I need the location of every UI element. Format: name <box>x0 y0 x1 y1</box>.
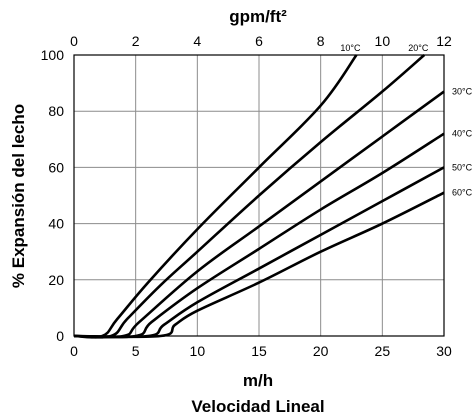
series-line <box>73 54 426 339</box>
x-bottom-tick-label: 25 <box>375 343 391 359</box>
series-line <box>73 54 358 339</box>
series-label: 10°C <box>340 43 361 53</box>
series-line <box>73 132 445 339</box>
series-label: 30°C <box>452 87 473 97</box>
x-top-tick-label: 10 <box>375 33 391 49</box>
y-tick-label: 40 <box>48 216 64 232</box>
plot-frame <box>73 54 445 337</box>
x-bottom-axis-title: m/h <box>243 371 273 390</box>
y-axis-title: % Expansión del lecho <box>9 104 28 288</box>
tick-labels: 0 5 10 15 20 25 30 0 2 4 6 8 10 12 0 20 40 60 80 100 <box>41 33 452 359</box>
x-bottom-axis-subtitle: Velocidad Lineal <box>191 397 324 416</box>
x-bottom-tick-label: 15 <box>251 343 267 359</box>
y-tick-label: 20 <box>48 272 64 288</box>
x-top-tick-label: 8 <box>317 33 325 49</box>
x-bottom-tick-label: 0 <box>70 343 78 359</box>
series-label: 40°C <box>452 129 473 139</box>
x-bottom-tick-label: 10 <box>190 343 206 359</box>
y-tick-label: 0 <box>56 328 64 344</box>
x-top-tick-label: 0 <box>70 33 78 49</box>
series-labels: 10°C 20°C 30°C 40°C 50°C 60°C <box>340 43 472 198</box>
x-top-tick-label: 2 <box>132 33 140 49</box>
x-bottom-tick-label: 5 <box>132 343 140 359</box>
x-bottom-tick-label: 20 <box>313 343 329 359</box>
x-top-tick-label: 6 <box>255 33 263 49</box>
x-bottom-tick-label: 30 <box>436 343 452 359</box>
series-label: 60°C <box>452 188 473 198</box>
series-label: 20°C <box>408 43 429 53</box>
y-tick-label: 100 <box>41 47 65 63</box>
x-top-tick-label: 4 <box>193 33 201 49</box>
x-top-tick-label: 12 <box>436 33 452 49</box>
series-line <box>73 90 445 339</box>
x-top-axis-title: gpm/ft² <box>229 7 287 26</box>
series-label: 50°C <box>452 162 473 172</box>
y-tick-label: 80 <box>48 103 64 119</box>
y-tick-label: 60 <box>48 159 64 175</box>
